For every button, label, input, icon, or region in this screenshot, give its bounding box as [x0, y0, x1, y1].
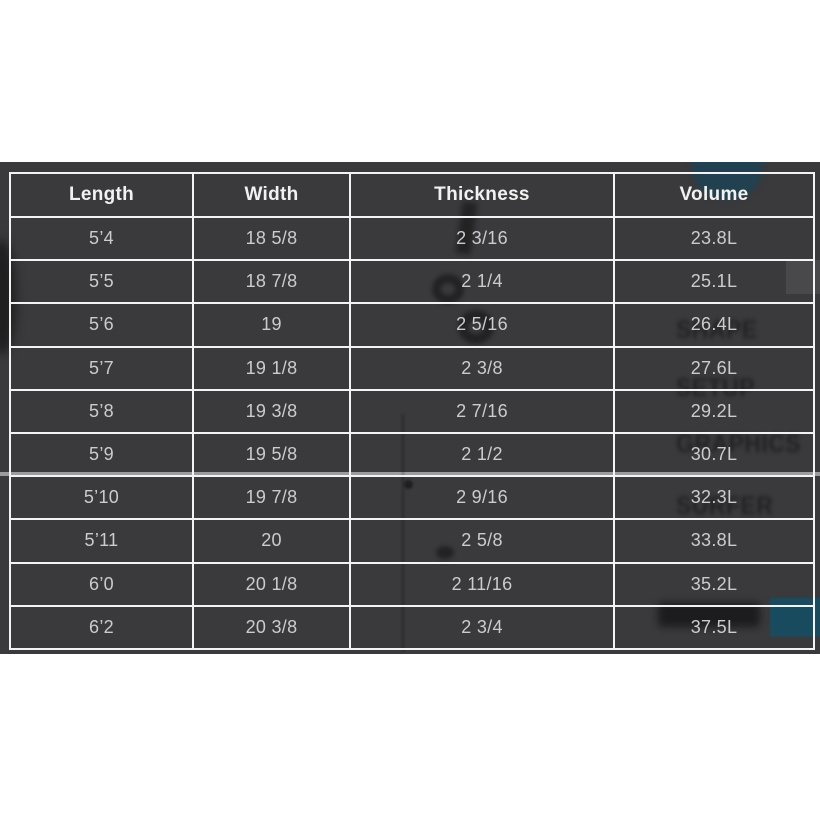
table-row: 5’7 19 1/8 2 3/8 27.6L	[9, 345, 815, 391]
cell-width: 19 1/8	[192, 345, 351, 391]
cell-length: 6’2	[9, 604, 194, 651]
table-row: 5’6 19 2 5/16 26.4L	[9, 302, 815, 348]
dark-overlay-band: SHAPE SETUP GRAPHICS SURFER Length	[0, 162, 820, 654]
cell-thickness: 2 3/16	[349, 215, 615, 262]
size-chart-container: Length Width Thickness Volume 5’4 18 5/8…	[9, 172, 815, 651]
cell-thickness: 2 1/4	[349, 259, 615, 305]
table-row: 5’11 20 2 5/8 33.8L	[9, 518, 815, 564]
cell-width: 18 7/8	[192, 259, 351, 305]
cell-width: 19 3/8	[192, 388, 351, 434]
cell-thickness: 2 1/2	[349, 431, 615, 478]
table-row: 5’4 18 5/8 2 3/16 23.8L	[9, 215, 815, 262]
cell-width: 18 5/8	[192, 215, 351, 262]
cell-width: 20 3/8	[192, 604, 351, 651]
cell-volume: 29.2L	[613, 388, 815, 434]
cell-thickness: 2 7/16	[349, 388, 615, 434]
cell-thickness: 2 3/8	[349, 345, 615, 391]
cell-length: 5’9	[9, 431, 194, 478]
cell-volume: 27.6L	[613, 345, 815, 391]
cell-thickness: 2 5/16	[349, 302, 615, 348]
table-header: Length Width Thickness Volume	[9, 172, 815, 218]
column-header-volume: Volume	[613, 172, 815, 218]
table-row: 6’0 20 1/8 2 11/16 35.2L	[9, 561, 815, 607]
size-chart-table: Length Width Thickness Volume 5’4 18 5/8…	[9, 172, 815, 651]
cell-length: 5’6	[9, 302, 194, 348]
cell-volume: 32.3L	[613, 475, 815, 521]
cell-width: 19 7/8	[192, 475, 351, 521]
table-row: 6’2 20 3/8 2 3/4 37.5L	[9, 604, 815, 651]
cell-volume: 26.4L	[613, 302, 815, 348]
cell-length: 5’11	[9, 518, 194, 564]
cell-volume: 30.7L	[613, 431, 815, 478]
cell-length: 5’4	[9, 215, 194, 262]
cell-length: 5’10	[9, 475, 194, 521]
cell-length: 6’0	[9, 561, 194, 607]
cell-volume: 37.5L	[613, 604, 815, 651]
table-row: 5’9 19 5/8 2 1/2 30.7L	[9, 431, 815, 478]
cell-volume: 23.8L	[613, 215, 815, 262]
cell-thickness: 2 11/16	[349, 561, 615, 607]
column-header-thickness: Thickness	[349, 172, 615, 218]
table-row: 5’5 18 7/8 2 1/4 25.1L	[9, 259, 815, 305]
cell-volume: 25.1L	[613, 259, 815, 305]
cell-volume: 35.2L	[613, 561, 815, 607]
cell-length: 5’7	[9, 345, 194, 391]
cell-thickness: 2 9/16	[349, 475, 615, 521]
column-header-length: Length	[9, 172, 194, 218]
cell-width: 19	[192, 302, 351, 348]
cell-thickness: 2 3/4	[349, 604, 615, 651]
cell-width: 19 5/8	[192, 431, 351, 478]
cell-length: 5’5	[9, 259, 194, 305]
cell-width: 20 1/8	[192, 561, 351, 607]
cell-length: 5’8	[9, 388, 194, 434]
cell-volume: 33.8L	[613, 518, 815, 564]
table-row: 5’8 19 3/8 2 7/16 29.2L	[9, 388, 815, 434]
column-header-width: Width	[192, 172, 351, 218]
table-row: 5’10 19 7/8 2 9/16 32.3L	[9, 475, 815, 521]
cell-thickness: 2 5/8	[349, 518, 615, 564]
header-row: Length Width Thickness Volume	[9, 172, 815, 218]
cell-width: 20	[192, 518, 351, 564]
table-body: 5’4 18 5/8 2 3/16 23.8L 5’5 18 7/8 2 1/4…	[9, 215, 815, 651]
